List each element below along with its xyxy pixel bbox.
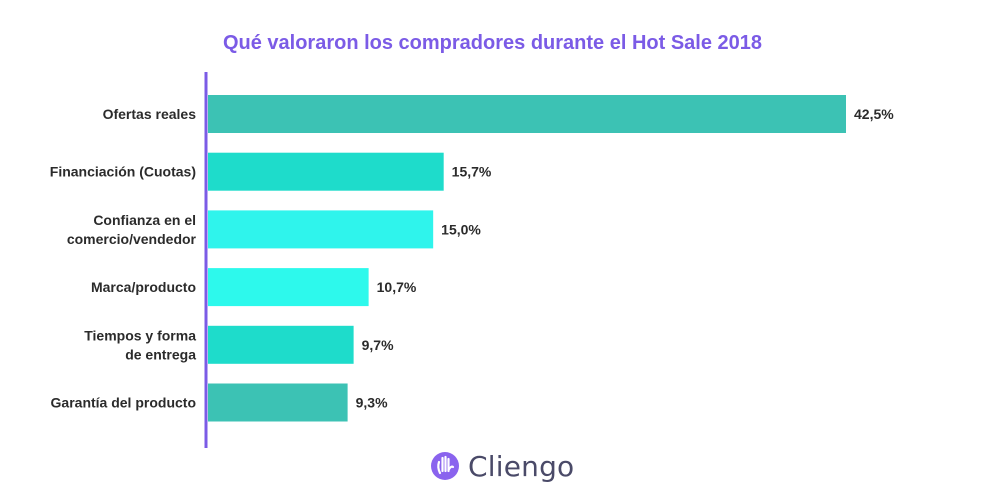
category-label: Confianza en el comercio/vendedor	[67, 212, 197, 247]
category-label-line: Marca/producto	[91, 279, 196, 295]
brand-logo: Cliengo	[430, 448, 574, 484]
data-label: 15,0%	[441, 221, 481, 237]
category-label: Marca/producto	[91, 279, 196, 295]
category-label-line: comercio/vendedor	[67, 231, 197, 247]
bar	[208, 210, 434, 249]
data-label: 9,3%	[356, 395, 388, 411]
brand-name: Cliengo	[468, 449, 575, 483]
data-label: 15,7%	[452, 164, 492, 180]
category-label-line: Confianza en el	[93, 212, 196, 228]
category-label: Tiempos y forma de entrega	[84, 327, 196, 362]
bar	[208, 152, 444, 191]
category-label-line: Financiación (Cuotas)	[50, 164, 196, 180]
bar	[208, 383, 348, 422]
category-label-line: Tiempos y forma	[84, 327, 196, 343]
data-label: 10,7%	[377, 279, 417, 295]
category-label: Ofertas reales	[103, 106, 197, 122]
data-label: 42,5%	[854, 106, 894, 122]
category-label: Financiación (Cuotas)	[50, 164, 196, 180]
category-label: Garantía del producto	[51, 395, 196, 411]
bar	[208, 268, 369, 307]
category-label-line: de entrega	[125, 346, 196, 362]
bar	[208, 95, 846, 133]
category-label-line: Ofertas reales	[103, 106, 197, 122]
data-label: 9,7%	[362, 337, 394, 353]
bar	[208, 325, 354, 364]
chart-title: Qué valoraron los compradores durante el…	[222, 32, 763, 54]
hand-logo-icon	[431, 452, 459, 480]
category-label-line: Garantía del producto	[51, 395, 196, 411]
